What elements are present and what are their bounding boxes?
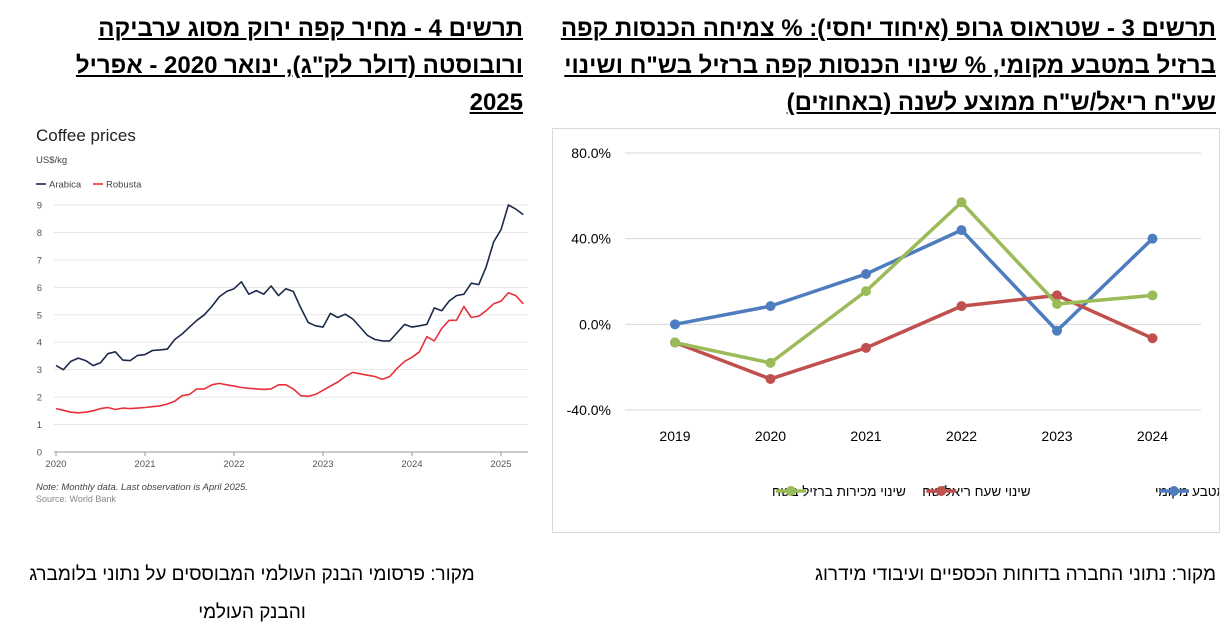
series-line-2 bbox=[674, 200, 1153, 365]
y-tick-label: 1 bbox=[37, 420, 42, 431]
chart-4-note: Note: Monthly data. Last observation is … bbox=[36, 482, 248, 493]
chart-4-inner-title: Coffee prices bbox=[36, 126, 136, 145]
chart-3-title: תרשים 3 - שטראוס גרופ (איחוד יחסי): % צמ… bbox=[560, 15, 1216, 116]
data-point bbox=[670, 337, 680, 348]
data-point bbox=[1147, 233, 1158, 244]
data-point bbox=[765, 357, 776, 368]
data-point bbox=[765, 301, 776, 312]
chart-3-svg: 80.0% 40.0% 0.0% -40.0% 2019 2020 2021 2022 2023… bbox=[567, 145, 1232, 499]
data-point bbox=[956, 197, 967, 208]
x-tick-label: 2024 bbox=[1137, 428, 1168, 444]
data-point bbox=[956, 301, 967, 312]
y-unit-label: US$/kg bbox=[36, 155, 67, 166]
y-tick-label: 80.0% bbox=[571, 145, 611, 161]
x-tick-label: 2023 bbox=[312, 459, 333, 470]
x-tick-label: 2024 bbox=[401, 459, 422, 470]
chart-3-panel: 80.0% 40.0% 0.0% -40.0% 2019 2020 2021 2022 2023… bbox=[552, 128, 1232, 533]
data-point bbox=[765, 373, 776, 384]
x-tick-label: 2022 bbox=[223, 459, 244, 470]
data-point bbox=[861, 286, 871, 297]
chart-4-source: מקור: פרסומי הבנק העולמי המבוססים על נתו… bbox=[29, 564, 475, 623]
legend-item-0: צמיחת מכירות ברזיל מטבע מקומי bbox=[1155, 484, 1232, 499]
data-point bbox=[1052, 325, 1062, 336]
legend-item-0: Arabica bbox=[36, 180, 82, 191]
legend-item-1: Robusta bbox=[93, 180, 142, 191]
legend-label: שינוי מכירות ברזיל בשח bbox=[772, 484, 906, 499]
x-tick-label: 2021 bbox=[850, 428, 881, 444]
data-point bbox=[1052, 298, 1062, 309]
y-tick-label: 9 bbox=[37, 201, 42, 212]
series-line-arabica bbox=[55, 204, 524, 371]
data-point bbox=[670, 319, 680, 330]
chart-4-svg: Coffee prices US$/kg Arabica Robusta 0 1 2 3 4 5 6… bbox=[36, 126, 528, 504]
y-tick-label: 40.0% bbox=[571, 231, 611, 247]
data-point bbox=[861, 342, 871, 353]
y-tick-label: 7 bbox=[37, 255, 42, 266]
y-tick-label: -40.0% bbox=[567, 402, 611, 418]
chart-4-panel: Coffee prices US$/kg Arabica Robusta 0 1 2 3 4 5 6… bbox=[20, 118, 530, 510]
legend-label: Robusta bbox=[106, 180, 142, 191]
chart-4-title: תרשים 4 - מחיר קפה ירוק מסוג ערביקה ורוב… bbox=[75, 15, 523, 116]
y-tick-label: 0 bbox=[37, 448, 42, 459]
x-tick-label: 2022 bbox=[946, 428, 977, 444]
data-point bbox=[956, 225, 967, 236]
y-tick-label: 6 bbox=[37, 283, 42, 294]
legend-marker bbox=[1169, 486, 1179, 496]
series-line-0 bbox=[674, 228, 1154, 333]
data-point bbox=[1052, 290, 1062, 301]
chart-3-source: מקור: נתוני החברה בדוחות הכספיים ועיבודי… bbox=[814, 564, 1216, 585]
legend-label: Arabica bbox=[49, 180, 82, 191]
x-tick-label: 2023 bbox=[1041, 428, 1072, 444]
x-tick-label: 2019 bbox=[659, 428, 690, 444]
x-tick-label: 2021 bbox=[134, 459, 155, 470]
legend-marker bbox=[936, 486, 947, 496]
y-tick-label: 2 bbox=[37, 393, 42, 404]
data-point bbox=[1147, 290, 1158, 301]
chart-4-inner-source: Source: World Bank bbox=[36, 494, 116, 504]
series-line-1 bbox=[674, 293, 1154, 381]
y-tick-label: 4 bbox=[37, 338, 42, 349]
y-tick-label: 8 bbox=[37, 228, 42, 239]
series-line-robusta bbox=[55, 292, 524, 414]
y-tick-label: 0.0% bbox=[579, 316, 611, 332]
y-tick-label: 5 bbox=[37, 310, 42, 321]
x-tick-label: 2020 bbox=[45, 459, 66, 470]
data-point bbox=[861, 269, 871, 280]
legend-item-2: שינוי מכירות ברזיל בשח bbox=[772, 484, 906, 499]
x-tick-label: 2020 bbox=[755, 428, 786, 444]
y-tick-label: 3 bbox=[37, 365, 42, 376]
x-tick-label: 2025 bbox=[490, 459, 511, 470]
legend-marker bbox=[785, 486, 796, 496]
legend-item-1: שינוי שעח ריאל/שח bbox=[922, 484, 1030, 499]
legend-label: שינוי שעח ריאל/שח bbox=[922, 484, 1030, 499]
data-point bbox=[1147, 333, 1158, 344]
